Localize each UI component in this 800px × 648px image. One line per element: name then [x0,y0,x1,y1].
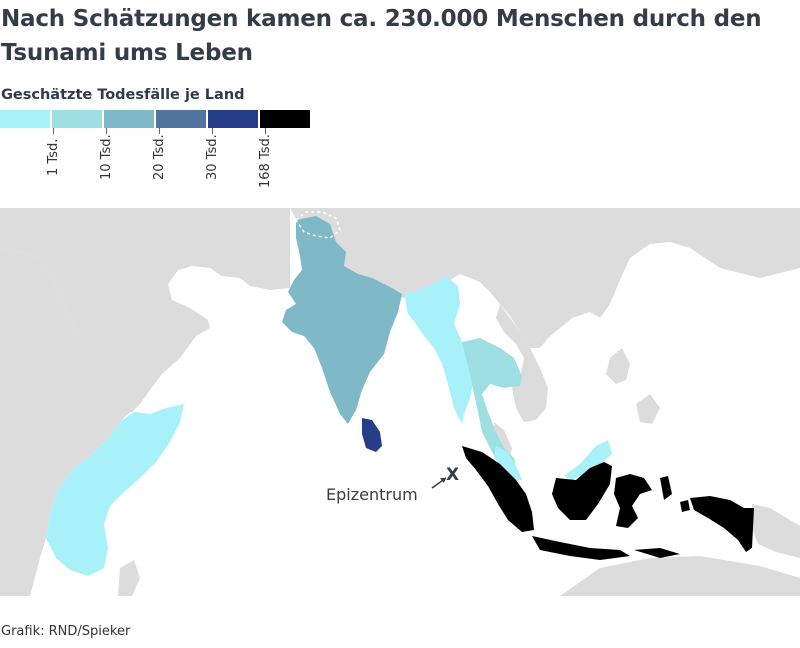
legend-swatch-3 [104,110,156,128]
legend-tick-label: 1 Tsd. [46,138,61,176]
country-sri-lanka [362,418,382,452]
legend-tick-label: 168 Tsd. [258,134,273,188]
chart-title: Nach Schätzungen kamen ca. 230.000 Mensc… [1,6,762,66]
legend-title: Geschätzte Todesfälle je Land [1,87,245,103]
country-thailand [462,338,522,480]
country-malaysia [494,446,522,482]
legend-swatch-1 [0,110,52,128]
epicenter-label: Epizentrum [326,485,418,504]
country-somalia-kenya-tanzania [46,404,184,576]
legend-tick-label: 20 Tsd. [152,134,167,180]
legend-tick [53,128,54,134]
legend-swatch-6 [260,110,312,128]
tsunami-map: X Epizentrum [0,208,800,596]
kashmir-border [294,211,341,239]
epicenter-marker: X [446,465,459,485]
legend-tick-label: 10 Tsd. [99,134,114,180]
legend-tick [212,128,213,134]
color-legend [0,110,312,128]
country-malaysia-borneo [564,440,612,480]
legend-tick [265,128,266,134]
legend-swatch-4 [156,110,208,128]
legend-swatch-5 [208,110,260,128]
legend-tick [106,128,107,134]
legend-tick [159,128,160,134]
legend-swatch-2 [52,110,104,128]
legend-tick-label: 30 Tsd. [205,134,220,180]
country-indonesia [462,446,754,560]
country-myanmar [404,276,474,424]
country-india [282,216,402,424]
epicenter-arrowhead [440,478,446,483]
credit-text: Grafik: RND/Spieker [1,624,131,639]
